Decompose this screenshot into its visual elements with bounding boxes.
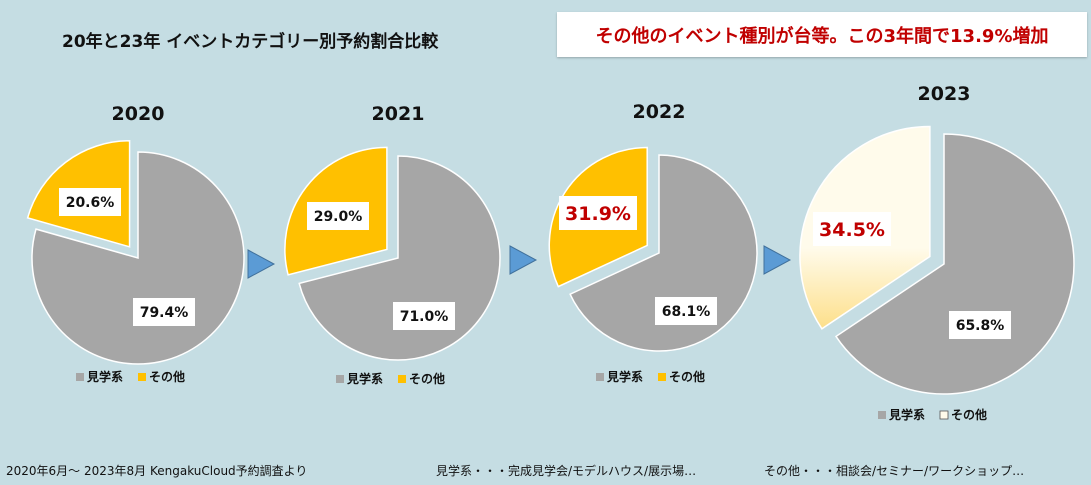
footer-source: 2020年6月～ 2023年8月 KengakuCloud予約調査より [6,464,308,478]
data-label-kengaku: 68.1% [662,304,711,320]
pie-title: 2020 [112,103,165,125]
legend-label-kengaku: 見学系 [346,371,383,386]
arrow-right-icon [509,245,538,275]
legend-swatch-kengaku [596,373,604,381]
data-label-kengaku: 71.0% [400,309,449,325]
data-label-other: 20.6% [66,195,115,211]
pie-chart-2022: 2022 31.9% 68.1% 見学系 その他 [548,101,758,384]
data-label-other: 34.5% [819,219,885,241]
data-label-kengaku-box [133,298,195,326]
data-label-other-box [307,202,369,230]
footer-kengaku-note: 見学系・・・完成見学会/モデルハウス/展示場… [436,464,697,478]
legend-swatch-other [138,373,146,381]
data-label-kengaku-box [949,311,1011,339]
data-label-kengaku-box [655,297,717,325]
legend-swatch-other [939,410,949,420]
arrow-right-icon [247,249,276,279]
data-label-other: 29.0% [314,209,363,225]
data-label-other-box [59,188,121,216]
legend-swatch-kengaku [878,411,886,419]
legend-label-other: その他 [669,369,705,384]
legend-swatch-kengaku [336,375,344,383]
legend-swatch-other [658,373,666,381]
data-label-kengaku: 65.8% [956,318,1005,334]
legend-swatch-other [398,375,406,383]
legend-swatch-kengaku [76,373,84,381]
data-label-other-box [559,196,637,230]
callout-banner: その他のイベント種別が台等。この3年間で13.9%増加 [557,12,1087,57]
data-label-kengaku-box [393,302,455,330]
legend-label-kengaku: 見学系 [86,369,123,384]
data-label-other-box [813,212,891,246]
pie-title: 2023 [918,83,971,105]
legend-label-other: その他 [149,369,185,384]
pie-chart-2021: 2021 29.0% 71.0% 見学系 その他 [284,103,501,386]
pie-chart-2020: 2020 20.6% 79.4% 見学系 その他 [26,103,245,384]
page-title: 20年と23年 イベントカテゴリー別予約割合比較 [62,32,439,52]
legend-label-kengaku: 見学系 [606,369,643,384]
footer-other-note: その他・・・相談会/セミナー/ワークショップ… [764,464,1025,478]
data-label-kengaku: 79.4% [140,305,189,321]
legend-label-kengaku: 見学系 [888,407,925,422]
pie-title: 2022 [633,101,686,123]
pie-chart-2023: 2023 34.5% 65.8% 見学系 その他 [799,83,1075,422]
data-label-other: 31.9% [565,203,631,225]
arrow-right-icon [763,245,792,275]
legend-label-other: その他 [951,407,987,422]
legend-label-other: その他 [409,371,445,386]
pie-slice-kengaku [834,133,1075,395]
pie-title: 2021 [372,103,425,125]
